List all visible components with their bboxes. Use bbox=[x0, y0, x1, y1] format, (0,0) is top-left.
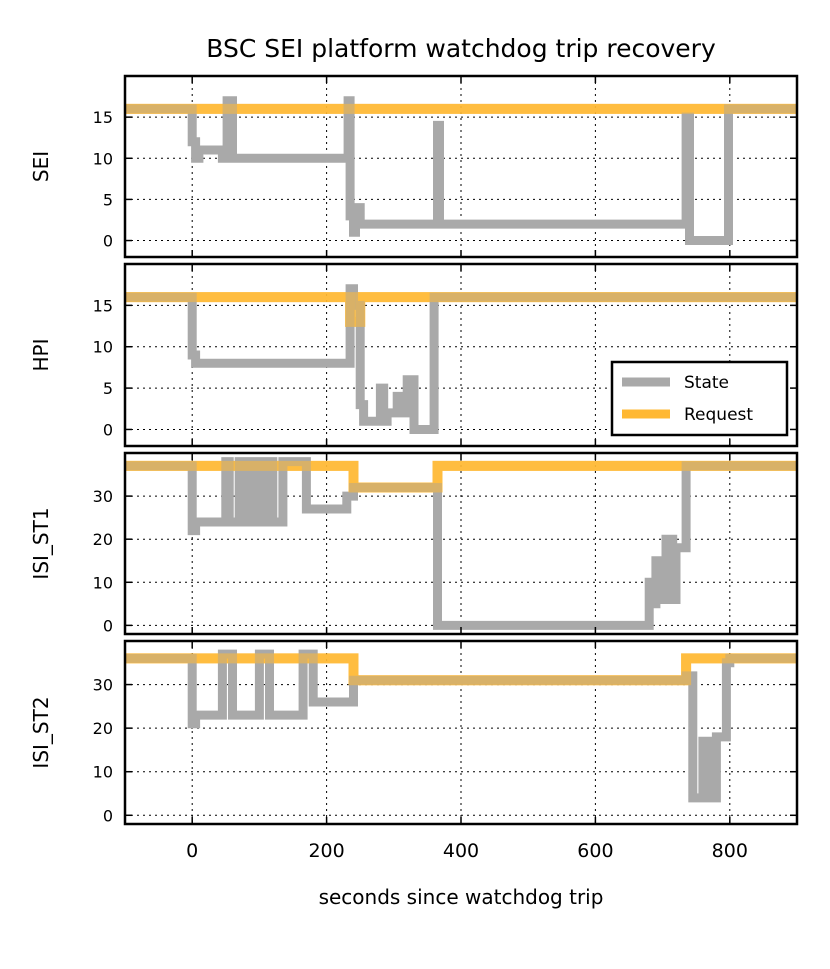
ytick-label-isi-st1-1: 10 bbox=[93, 573, 113, 592]
series-state-isi-st2 bbox=[125, 649, 797, 803]
series-state-sei bbox=[125, 96, 797, 245]
chart-title: BSC SEI platform watchdog trip recovery bbox=[206, 34, 716, 63]
series-state-hpi bbox=[125, 284, 797, 434]
ytick-label-isi-st2-3: 30 bbox=[93, 676, 113, 695]
chart-panels: 0 5 10 15 SEI 0 5 10 15 HPI 0 10 20 30 ISI_ST1 0 10 20 30 I… bbox=[29, 74, 799, 825]
ytick-label-isi-st2-2: 20 bbox=[93, 719, 113, 738]
ytick-label-sei-0: 0 bbox=[103, 232, 113, 251]
y-axis-label-sei: SEI bbox=[29, 151, 53, 182]
ytick-label-isi-st2-0: 0 bbox=[103, 806, 113, 825]
y-axis-label-isi-st1: ISI_ST1 bbox=[29, 507, 53, 579]
y-axis-label-isi-st2: ISI_ST2 bbox=[29, 696, 53, 768]
xtick-label-0: 0 bbox=[186, 840, 198, 862]
panel-isi-st2: 0 10 20 30 ISI_ST2 bbox=[29, 639, 799, 825]
ytick-label-sei-3: 15 bbox=[93, 108, 113, 127]
ytick-label-hpi-2: 10 bbox=[93, 338, 113, 357]
x-axis-label: seconds since watchdog trip bbox=[319, 885, 604, 909]
series-request-overlay-isi-st1 bbox=[125, 460, 797, 493]
panel-hpi: 0 5 10 15 HPI bbox=[29, 262, 799, 448]
series-request-overlay-hpi bbox=[125, 292, 797, 327]
legend-label-state: State bbox=[684, 373, 729, 393]
xtick-label-2: 400 bbox=[443, 840, 479, 862]
legend-label-request: Request bbox=[684, 405, 753, 425]
y-axis-label-hpi: HPI bbox=[29, 339, 53, 372]
panel-sei: 0 5 10 15 SEI bbox=[29, 74, 799, 259]
ytick-label-isi-st1-3: 30 bbox=[93, 487, 113, 506]
series-request-overlay-isi-st2 bbox=[125, 653, 797, 686]
ytick-label-sei-2: 10 bbox=[93, 149, 113, 168]
ytick-label-isi-st2-1: 10 bbox=[93, 763, 113, 782]
xtick-label-3: 600 bbox=[577, 840, 613, 862]
x-axis: 0 200 400 600 800 bbox=[186, 840, 748, 862]
ytick-label-hpi-1: 5 bbox=[103, 379, 113, 398]
legend-box bbox=[610, 360, 789, 437]
xtick-label-1: 200 bbox=[308, 840, 344, 862]
ytick-label-hpi-0: 0 bbox=[103, 420, 113, 439]
legend: State Request bbox=[610, 360, 789, 437]
ytick-label-hpi-3: 15 bbox=[93, 296, 113, 315]
xtick-label-4: 800 bbox=[712, 840, 748, 862]
ytick-label-sei-1: 5 bbox=[103, 190, 113, 209]
ytick-label-isi-st1-2: 20 bbox=[93, 530, 113, 549]
panel-isi-st1: 0 10 20 30 ISI_ST1 bbox=[29, 451, 799, 635]
ytick-label-isi-st1-0: 0 bbox=[103, 616, 113, 635]
